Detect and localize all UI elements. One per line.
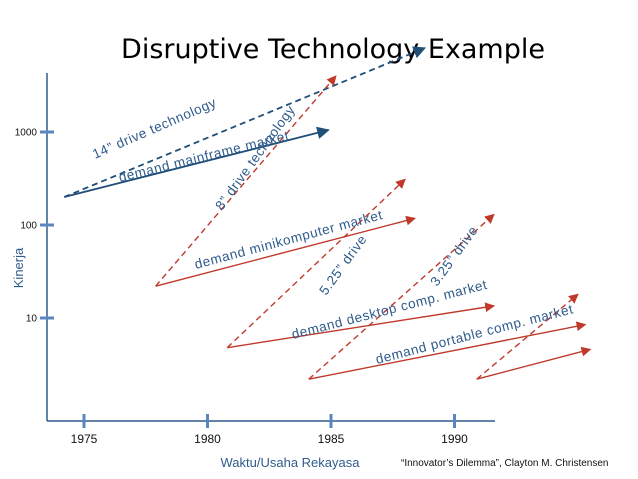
x-ticks: 1975 1980 1985 1990 (71, 414, 468, 446)
y-tick-label-100: 100 (20, 221, 37, 232)
series-line-1-solid (64, 126, 330, 198)
series-line-8-dashed (476, 293, 579, 380)
series-line-2-dashed (155, 75, 337, 287)
series-line-0-dashed (63, 46, 427, 198)
series-lines (63, 46, 592, 380)
series-line-3-solid (155, 215, 416, 287)
y-tick-label-10: 10 (26, 314, 38, 325)
source-note: “Innovator’s Dilemma”, Clayton M. Christ… (401, 458, 608, 469)
x-tick-label-1980: 1980 (194, 432, 221, 446)
x-tick-label-1975: 1975 (71, 432, 98, 446)
annotation-3-25-drive: 3.25” drive (427, 223, 481, 289)
series-line-9-solid (476, 346, 592, 380)
series-line-6-dashed (308, 213, 495, 380)
x-tick-label-1985: 1985 (318, 432, 345, 446)
series-line-5-solid (227, 302, 495, 349)
y-ticks: 10 100 1000 (15, 128, 54, 325)
y-axis-label: Kinerja (11, 247, 26, 288)
y-tick-label-1000: 1000 (15, 128, 38, 139)
series-line-4-dashed (226, 178, 406, 349)
chart-title: Disruptive Technology Example (121, 34, 545, 65)
x-tick-label-1990: 1990 (441, 432, 468, 446)
x-axis-label: Waktu/Usaha Rekayasa (221, 455, 361, 470)
series-line-7-solid (308, 321, 587, 380)
